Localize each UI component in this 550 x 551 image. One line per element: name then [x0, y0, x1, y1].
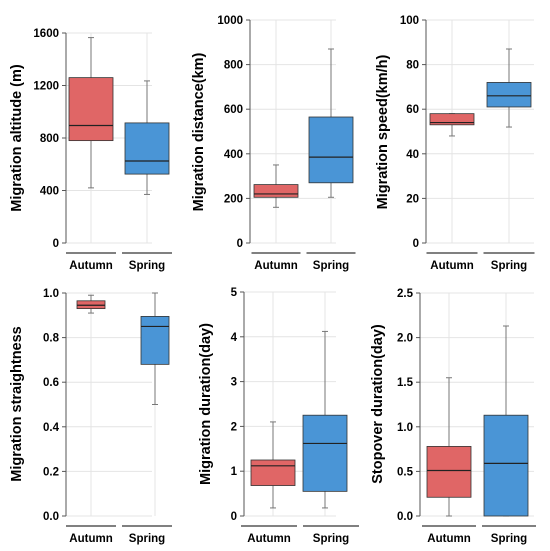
panel-3: 0 20 40 60 80 100 Migration speed(km/h) Autumn S…	[375, 15, 535, 272]
x-tick-label-spring: Spring	[491, 260, 527, 272]
y-tick-label: 20	[406, 193, 419, 205]
x-tick-label-autumn: Autumn	[430, 260, 473, 272]
y-tick-label: 1	[231, 466, 238, 478]
y-tick-label: 0.6	[43, 377, 59, 389]
y-tick-label: 2.5	[397, 288, 414, 300]
iqr-box	[250, 459, 296, 486]
iqr-box	[429, 113, 475, 126]
y-tick-label: 200	[224, 193, 243, 205]
iqr-box	[308, 116, 354, 184]
x-tick-label-autumn: Autumn	[69, 260, 112, 272]
iqr-box	[140, 316, 170, 365]
box-spring	[140, 292, 170, 405]
box-autumn	[429, 113, 475, 137]
y-tick-label: 1.0	[43, 288, 59, 300]
iqr-box	[124, 122, 170, 175]
panel-4: 0.0 0.2 0.4 0.6 0.8 1.0 Migration straightness…	[9, 288, 172, 545]
iqr-box	[483, 414, 529, 517]
x-tick-label-spring: Spring	[491, 533, 527, 545]
y-tick-label: 0.5	[397, 466, 414, 478]
y-tick-label: 0.0	[397, 511, 413, 523]
y-tick-label: 0.2	[43, 466, 59, 478]
y-tick-label: 400	[224, 149, 243, 161]
y-tick-label: 0.4	[43, 422, 60, 434]
iqr-box	[486, 82, 532, 108]
x-tick-label-spring: Spring	[313, 260, 349, 272]
y-tick-label: 0	[53, 238, 59, 250]
y-axis-label: Migration altitude (m)	[9, 64, 25, 212]
y-axis-label: Migration duration(day)	[198, 323, 214, 485]
y-tick-label: 2	[231, 421, 237, 433]
x-tick-label-autumn: Autumn	[427, 533, 470, 545]
y-tick-label: 100	[400, 15, 419, 27]
box-spring	[486, 48, 532, 128]
y-axis-label: Stopover duration(day)	[370, 324, 386, 484]
y-tick-label: 1.0	[397, 422, 413, 434]
box-spring	[308, 48, 354, 198]
box-autumn	[68, 37, 114, 189]
x-tick-label-spring: Spring	[129, 533, 165, 545]
iqr-box	[68, 77, 114, 142]
y-tick-label: 0	[413, 238, 419, 250]
y-tick-label: 800	[224, 60, 243, 72]
y-tick-label: 0	[237, 238, 243, 250]
x-tick-label-autumn: Autumn	[247, 533, 290, 545]
box-autumn	[250, 421, 296, 509]
iqr-box	[302, 414, 348, 492]
y-tick-label: 1.5	[397, 377, 414, 389]
y-tick-label: 0.8	[43, 333, 60, 345]
y-axis-label: Migration speed(km/h)	[375, 54, 391, 209]
y-tick-label: 1000	[217, 15, 243, 27]
x-tick-label-spring: Spring	[129, 260, 165, 272]
y-tick-label: 600	[224, 104, 243, 116]
iqr-box	[253, 184, 299, 198]
y-axis-label: Migration distance(km)	[191, 52, 207, 211]
x-tick-label-spring: Spring	[313, 533, 349, 545]
y-tick-label: 400	[40, 186, 59, 198]
x-tick-label-autumn: Autumn	[254, 260, 297, 272]
box-autumn	[76, 294, 106, 314]
y-tick-label: 0.0	[43, 511, 59, 523]
box-spring	[483, 325, 529, 517]
panel-6: 0.0 0.5 1.0 1.5 2.0 2.5 Stopover duration(day)…	[370, 288, 536, 545]
y-axis-label: Migration straightness	[9, 326, 25, 482]
y-tick-label: 5	[231, 287, 238, 299]
y-tick-label: 800	[40, 133, 59, 145]
panel-5: 0 1 2 3 4 5 Migration duration(day) Autumn Sprin…	[198, 287, 359, 545]
y-tick-label: 80	[406, 60, 419, 72]
y-tick-label: 3	[231, 377, 237, 389]
box-autumn	[253, 164, 299, 208]
y-tick-label: 1600	[33, 28, 59, 40]
box-autumn	[426, 377, 472, 517]
panel-2: 0 200 400 600 800 1000 Migration distance(km) A…	[191, 15, 356, 272]
box-spring	[124, 80, 170, 195]
iqr-box	[426, 446, 472, 498]
y-tick-label: 40	[406, 149, 419, 161]
y-tick-label: 4	[231, 332, 238, 344]
y-tick-label: 1200	[33, 81, 59, 93]
panel-1: 0 400 800 1200 1600 Migration altitude (m) Aut…	[9, 28, 172, 272]
y-tick-label: 0	[231, 511, 237, 523]
x-tick-label-autumn: Autumn	[69, 533, 112, 545]
box-spring	[302, 330, 348, 509]
y-tick-label: 2.0	[397, 333, 413, 345]
y-tick-label: 60	[406, 104, 419, 116]
